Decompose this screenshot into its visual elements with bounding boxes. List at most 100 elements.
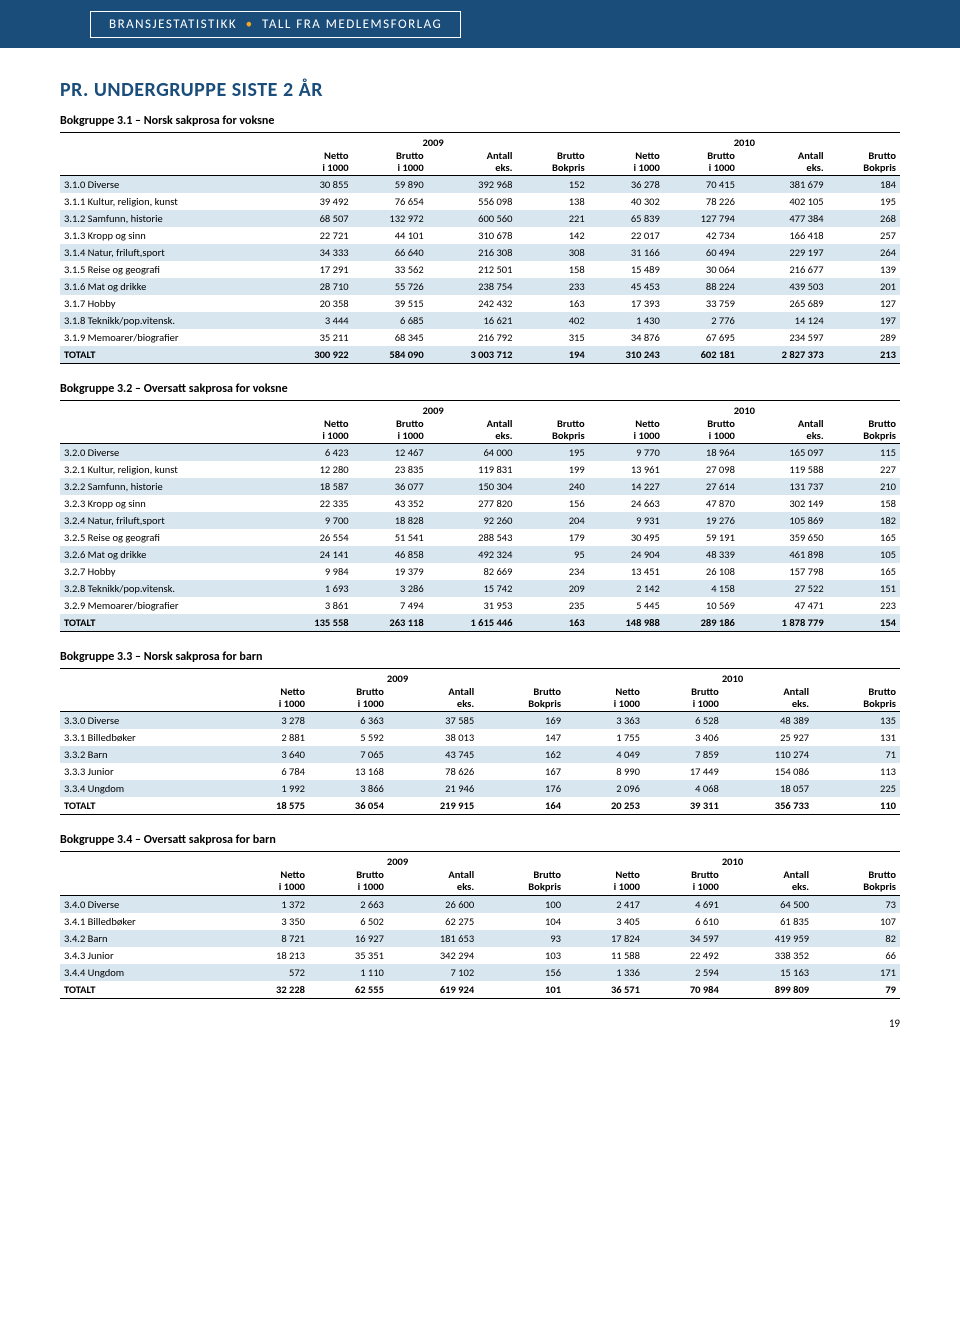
cell-value: 132 972 — [353, 210, 428, 227]
cell-value: 1 336 — [565, 964, 644, 981]
cell-value: 119 588 — [739, 461, 828, 478]
cell-value: 179 — [516, 529, 588, 546]
cell-value: 342 294 — [388, 947, 478, 964]
cell-value: 82 669 — [428, 563, 517, 580]
cell-value: 4 049 — [565, 746, 644, 763]
cell-value: 181 653 — [388, 930, 478, 947]
column-header: Nettoi 1000 — [230, 685, 309, 712]
cell-value: 184 — [828, 176, 900, 194]
group-title: Bokgruppe 3.2 – Oversatt sakprosa for vo… — [60, 382, 900, 396]
cell-value: 22 017 — [589, 227, 664, 244]
column-header: BruttoBokpris — [516, 149, 588, 176]
data-table: 20092010Nettoi 1000Bruttoi 1000Antalleks… — [60, 851, 900, 998]
cell-value: 43 352 — [353, 495, 428, 512]
cell-value: 105 869 — [739, 512, 828, 529]
cell-value: 176 — [478, 780, 565, 797]
cell-value: 1 372 — [230, 895, 309, 913]
cell-value: 36 278 — [589, 176, 664, 194]
row-label: 3.1.2 Samfunn, historie — [60, 210, 278, 227]
cell-value: 234 — [516, 563, 588, 580]
cell-value: 26 554 — [278, 529, 353, 546]
column-header: Nettoi 1000 — [565, 685, 644, 712]
cell-value: 5 592 — [309, 729, 388, 746]
page-content: PR. UNDERGRUPPE SISTE 2 ÅR Bokgruppe 3.1… — [0, 48, 960, 999]
year-header: 2010 — [565, 669, 900, 686]
table-row: 3.2.3 Kropp og sinn22 33543 352277 82015… — [60, 495, 900, 512]
cell-value: 182 — [828, 512, 900, 529]
cell-value: 47 870 — [664, 495, 739, 512]
table-row: 3.1.7 Hobby20 35839 515242 43216317 3933… — [60, 295, 900, 312]
cell-value: 11 588 — [565, 947, 644, 964]
column-header: Bruttoi 1000 — [664, 149, 739, 176]
cell-value: 24 904 — [589, 546, 664, 563]
cell-value: 899 809 — [723, 981, 813, 999]
cell-value: 223 — [828, 597, 900, 614]
cell-value: 22 721 — [278, 227, 353, 244]
cell-value: 6 502 — [309, 913, 388, 930]
cell-value: 104 — [478, 913, 565, 930]
row-label: 3.2.5 Reise og geografi — [60, 529, 278, 546]
cell-value: 13 451 — [589, 563, 664, 580]
cell-value: 33 759 — [664, 295, 739, 312]
table-row: 3.1.4 Natur, friluft,sport34 33366 64021… — [60, 244, 900, 261]
row-label: 3.2.1 Kultur, religion, kunst — [60, 461, 278, 478]
column-header: Nettoi 1000 — [278, 417, 353, 444]
cell-value: 110 274 — [723, 746, 813, 763]
cell-value: 13 961 — [589, 461, 664, 478]
cell-value: 24 663 — [589, 495, 664, 512]
cell-value: 163 — [516, 614, 588, 632]
year-header: 2009 — [230, 669, 565, 686]
year-header: 2009 — [230, 852, 565, 869]
table-row: 3.2.2 Samfunn, historie18 58736 077150 3… — [60, 478, 900, 495]
cell-value: 7 494 — [353, 597, 428, 614]
cell-value: 15 163 — [723, 964, 813, 981]
cell-value: 1 992 — [230, 780, 309, 797]
cell-value: 219 915 — [388, 797, 478, 815]
cell-value: 19 276 — [664, 512, 739, 529]
cell-value: 31 166 — [589, 244, 664, 261]
column-header: Nettoi 1000 — [589, 149, 664, 176]
table-row: 3.2.0 Diverse6 42312 46764 0001959 77018… — [60, 444, 900, 462]
cell-value: 127 794 — [664, 210, 739, 227]
cell-value: 25 927 — [723, 729, 813, 746]
cell-value: 210 — [828, 478, 900, 495]
table-row: 3.4.2 Barn8 72116 927181 6539317 82434 5… — [60, 930, 900, 947]
cell-value: 17 393 — [589, 295, 664, 312]
cell-value: 17 291 — [278, 261, 353, 278]
cell-value: 19 379 — [353, 563, 428, 580]
cell-value: 5 445 — [589, 597, 664, 614]
header-right: TALL FRA MEDLEMSFORLAG — [262, 17, 442, 32]
cell-value: 42 734 — [664, 227, 739, 244]
table-row: 3.2.4 Natur, friluft,sport9 70018 82892 … — [60, 512, 900, 529]
table-row: 3.1.6 Mat og drikke28 71055 726238 75423… — [60, 278, 900, 295]
row-label: 3.1.7 Hobby — [60, 295, 278, 312]
main-title: PR. UNDERGRUPPE SISTE 2 ÅR — [60, 78, 900, 102]
cell-value: 3 861 — [278, 597, 353, 614]
cell-value: 1 430 — [589, 312, 664, 329]
cell-value: 65 839 — [589, 210, 664, 227]
cell-value: 439 503 — [739, 278, 828, 295]
cell-value: 8 721 — [230, 930, 309, 947]
cell-value: 3 003 712 — [428, 346, 517, 364]
cell-value: 163 — [516, 295, 588, 312]
row-label: 3.2.7 Hobby — [60, 563, 278, 580]
cell-value: 6 528 — [644, 712, 723, 730]
cell-value: 107 — [813, 913, 900, 930]
cell-value: 16 621 — [428, 312, 517, 329]
table-total-row: TOTALT135 558263 1181 615 446163148 9882… — [60, 614, 900, 632]
table-row: 3.4.3 Junior18 21335 351342 29410311 588… — [60, 947, 900, 964]
cell-value: 162 — [478, 746, 565, 763]
table-row: 3.2.6 Mat og drikke24 14146 858492 32495… — [60, 546, 900, 563]
cell-value: 572 — [230, 964, 309, 981]
cell-value: 477 384 — [739, 210, 828, 227]
row-label: 3.1.4 Natur, friluft,sport — [60, 244, 278, 261]
cell-value: 78 626 — [388, 763, 478, 780]
cell-value: 302 149 — [739, 495, 828, 512]
cell-value: 268 — [828, 210, 900, 227]
cell-value: 34 876 — [589, 329, 664, 346]
cell-value: 39 492 — [278, 193, 353, 210]
column-header: BruttoBokpris — [813, 868, 900, 895]
cell-value: 64 500 — [723, 895, 813, 913]
cell-value: 9 984 — [278, 563, 353, 580]
data-table: 20092010Nettoi 1000Bruttoi 1000Antalleks… — [60, 132, 900, 364]
